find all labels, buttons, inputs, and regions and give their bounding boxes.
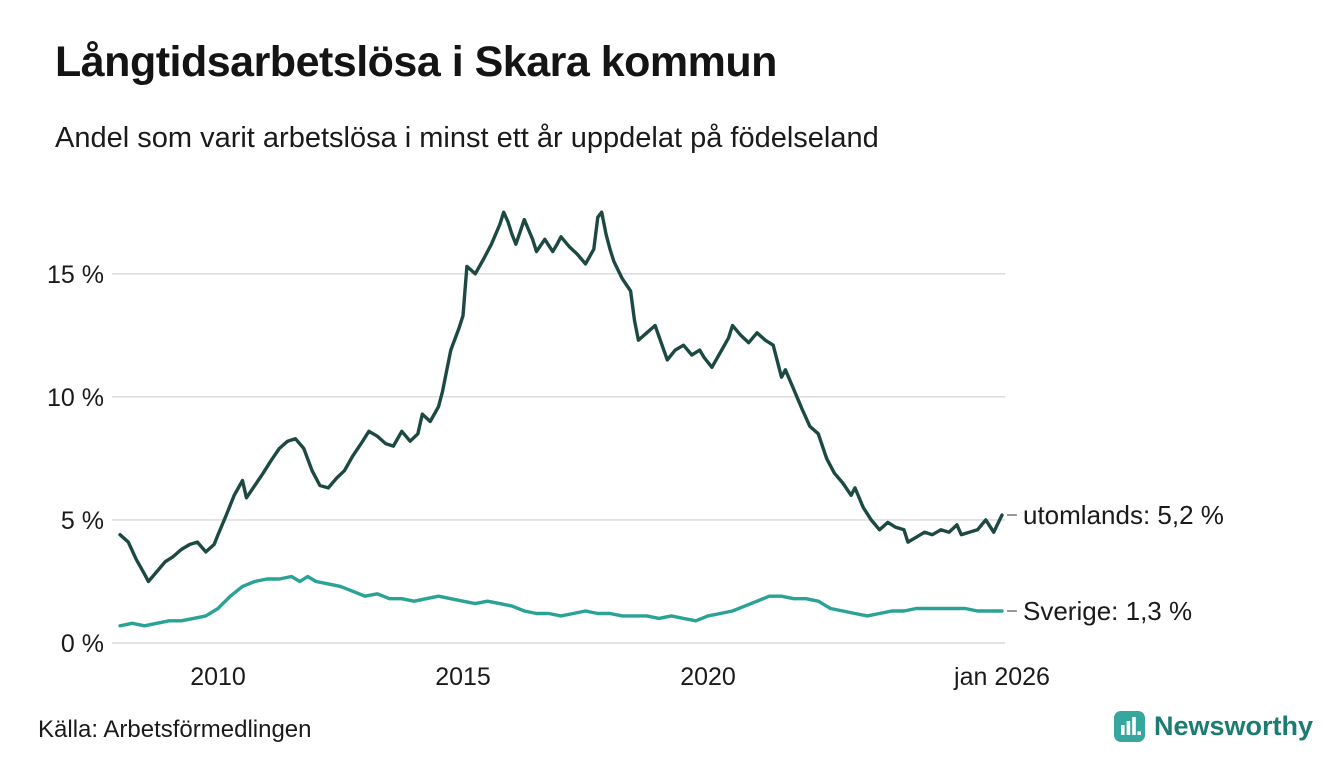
- x-tick-label: jan 2026: [953, 663, 1050, 691]
- x-tick-label: 2020: [680, 663, 736, 691]
- source-note: Källa: Arbetsförmedlingen: [38, 716, 312, 743]
- y-tick-label: 0 %: [61, 630, 104, 658]
- x-tick-label: 2010: [190, 663, 246, 691]
- series-end-label-utomlands: utomlands: 5,2 %: [1023, 500, 1224, 530]
- y-tick-label: 5 %: [61, 507, 104, 535]
- brand-logo: Newsworthy: [1114, 711, 1313, 742]
- y-tick-label: 10 %: [47, 384, 104, 412]
- line-chart: 0 % 5 % 10 % 15 % 2010 2015 2020 jan 2026 utomla…: [47, 210, 1224, 691]
- series-line-utomlands: [118, 210, 1004, 584]
- newsworthy-icon: [1114, 711, 1145, 742]
- page-subtitle: Andel som varit arbetslösa i minst ett å…: [55, 122, 879, 154]
- series-end-label-sverige: Sverige: 1,3 %: [1023, 596, 1192, 626]
- series-line-sverige: [118, 574, 1004, 628]
- page-title: Långtidsarbetslösa i Skara kommun: [55, 38, 777, 86]
- y-tick-label: 15 %: [47, 261, 104, 289]
- x-tick-label: 2015: [435, 663, 491, 691]
- brand-name: Newsworthy: [1154, 711, 1314, 741]
